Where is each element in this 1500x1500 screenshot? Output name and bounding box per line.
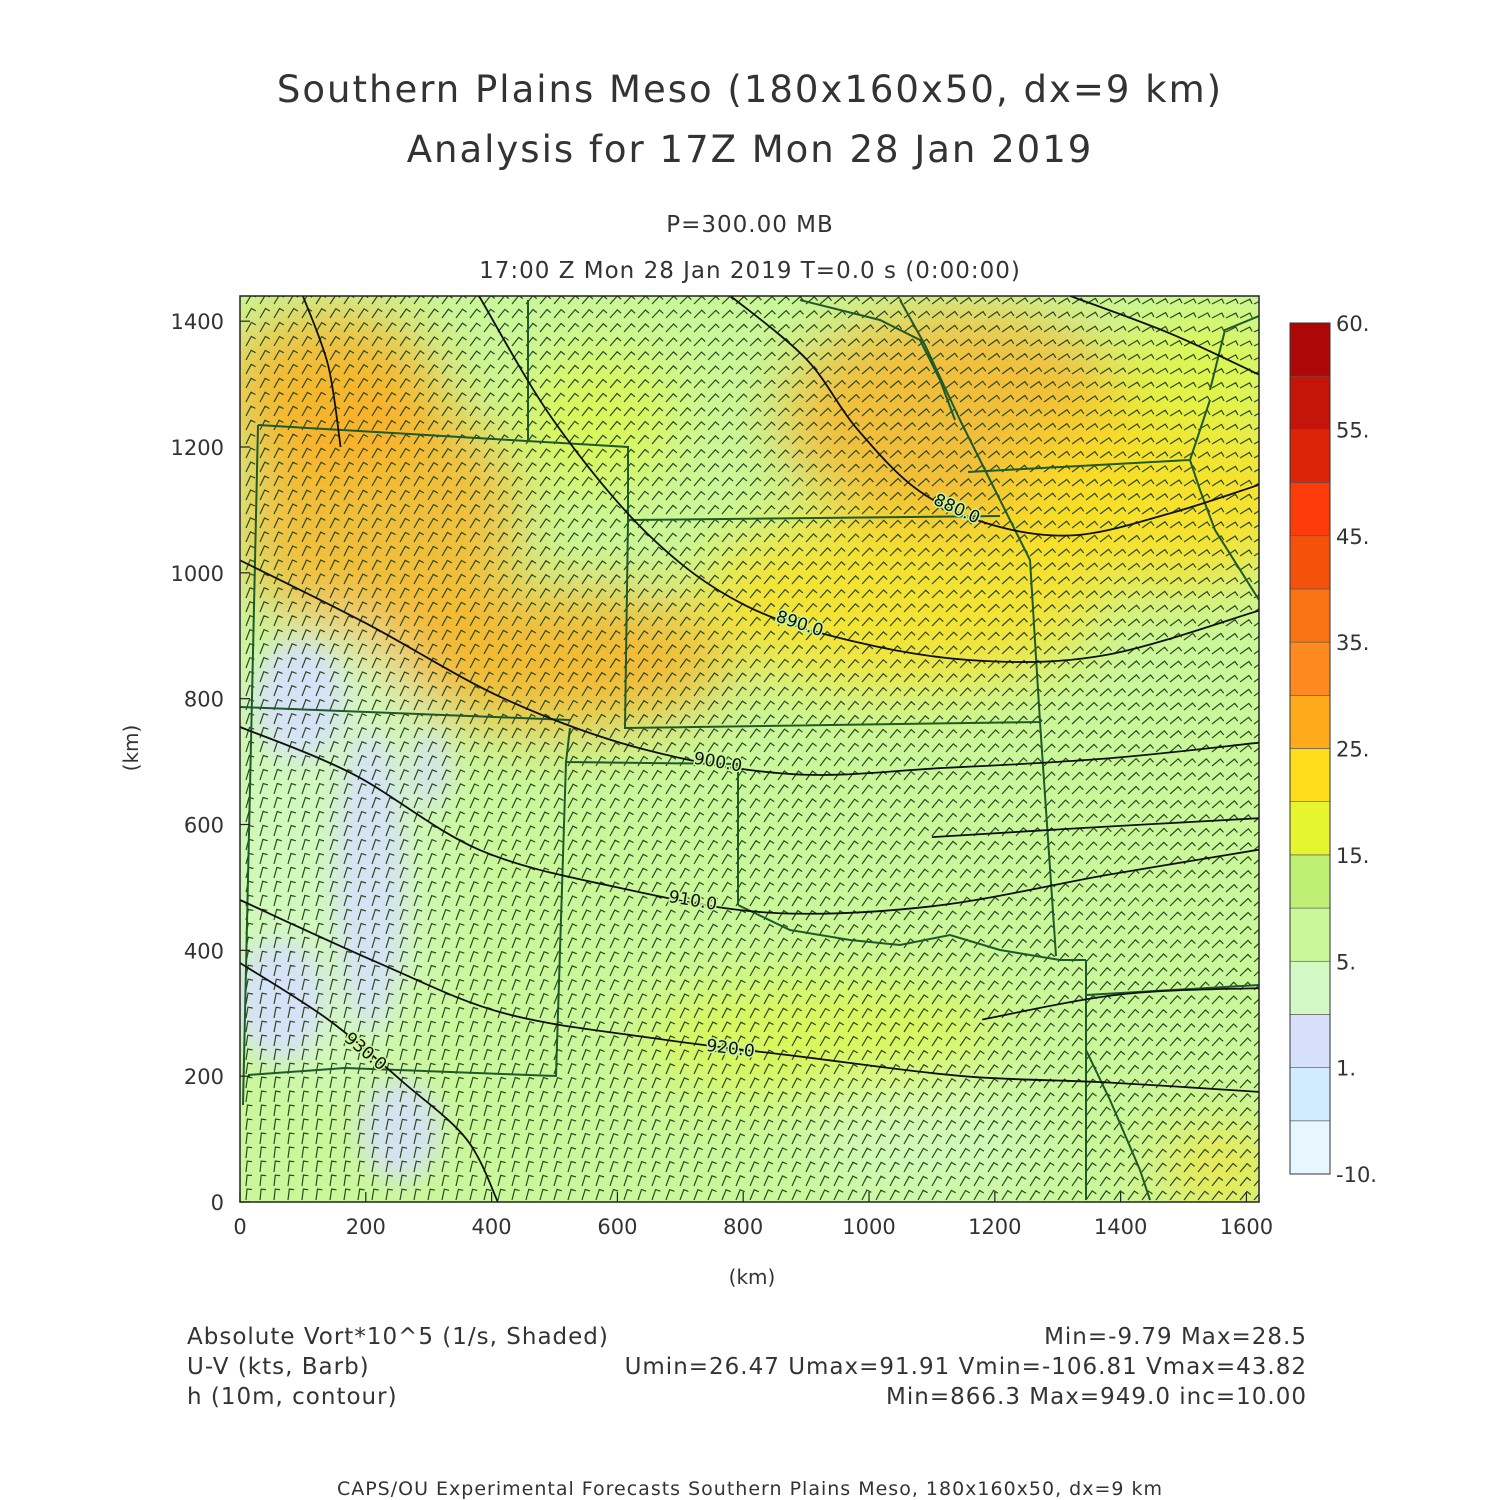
field1-stats: Min=-9.79 Max=28.5 (1044, 1324, 1307, 1350)
y-tick-label: 200 (184, 1065, 224, 1089)
y-tick-label: 1200 (171, 436, 224, 460)
colorbar-cell (1289, 1014, 1331, 1068)
x-axis: 0 200 400 600 800 1000 1200 1400 1600 (233, 1192, 1273, 1239)
pressure-level: P=300.00 MB (666, 212, 834, 238)
x-tick-label: 1600 (1220, 1215, 1273, 1239)
y-tick-label: 1000 (171, 562, 224, 586)
colorbar-cell (1289, 1067, 1331, 1122)
y-tick-label: 400 (184, 939, 224, 963)
colorbar-label: 60. (1336, 312, 1369, 336)
height-contour-line (931, 817, 1259, 838)
height-contour-line (240, 726, 1259, 915)
colorbar-cell (1289, 429, 1331, 483)
colorbar-cell (1289, 375, 1331, 430)
colorbar-cell (1289, 907, 1331, 962)
colorbar-cell (1289, 588, 1331, 643)
x-tick-label: 1200 (968, 1215, 1021, 1239)
y-tick-label: 800 (184, 688, 224, 712)
colorbar: -10. 1. 5. 15. 25. 35. 45. 55. 60. (1289, 312, 1377, 1187)
x-tick-label: 0 (233, 1215, 246, 1239)
x-axis-label: (km) (729, 1265, 776, 1289)
contour-label: 910.0 (667, 887, 718, 915)
field3-stats: Min=866.3 Max=949.0 inc=10.00 (886, 1384, 1307, 1410)
y-axis: 0 200 400 600 800 1000 1200 1400 (171, 310, 250, 1215)
chart-title-line2: Analysis for 17Z Mon 28 Jan 2019 (406, 128, 1094, 171)
height-contour-line (302, 296, 342, 448)
height-contour-line (240, 559, 1259, 776)
colorbar-cell (1289, 801, 1331, 856)
colorbar-frame (1289, 322, 1331, 1175)
x-tick-label: 1000 (842, 1215, 895, 1239)
x-tick-label: 800 (723, 1215, 763, 1239)
y-axis-label: (km) (119, 725, 143, 772)
colorbar-cell (1289, 482, 1331, 537)
x-tick-label: 600 (597, 1215, 637, 1239)
colorbar-cell (1289, 1120, 1331, 1175)
credit-line: CAPS/OU Experimental Forecasts Southern … (336, 1478, 1164, 1500)
x-tick-label: 200 (346, 1215, 386, 1239)
colorbar-cell (1289, 960, 1331, 1015)
y-tick-label: 1400 (171, 310, 224, 334)
colorbar-label: 35. (1336, 631, 1369, 655)
chart-title-line1: Southern Plains Meso (180x160x50, dx=9 k… (276, 68, 1224, 111)
valid-time: 17:00 Z Mon 28 Jan 2019 T=0.0 s (0:00:00… (479, 258, 1021, 284)
height-contour-line (730, 296, 1259, 537)
height-contour-line (240, 899, 1259, 1093)
plot-frame (239, 295, 1260, 1203)
x-tick-label: 400 (472, 1215, 512, 1239)
height-contours (240, 296, 1259, 1202)
field2-name: U-V (kts, Barb) (187, 1354, 370, 1380)
y-tick-label: 600 (184, 814, 224, 838)
colorbar-cell (1289, 535, 1331, 590)
colorbar-cell (1289, 748, 1331, 802)
wind-barb-field (245, 296, 1259, 1201)
height-contour-line (478, 296, 1259, 663)
colorbar-label: 1. (1336, 1057, 1356, 1081)
colorbar-label: 25. (1336, 738, 1369, 762)
x-tick-label: 1400 (1094, 1215, 1147, 1239)
colorbar-label: 55. (1336, 418, 1369, 442)
height-contour-line (240, 962, 499, 1202)
field3-name: h (10m, contour) (187, 1384, 398, 1410)
colorbar-label: 45. (1336, 525, 1369, 549)
colorbar-cell (1289, 695, 1331, 749)
field1-name: Absolute Vort*10^5 (1/s, Shaded) (187, 1324, 609, 1350)
height-contour-line (982, 987, 1259, 1021)
colorbar-cell (1289, 322, 1331, 377)
colorbar-cell (1289, 854, 1331, 909)
colorbar-cell (1289, 641, 1331, 696)
y-tick-label: 0 (211, 1191, 224, 1215)
height-contour-line (1069, 296, 1259, 376)
colorbar-label: 15. (1336, 844, 1369, 868)
wind-barbs (245, 296, 1259, 1201)
field2-stats: Umin=26.47 Umax=91.91 Vmin=-106.81 Vmax=… (624, 1354, 1307, 1380)
colorbar-label: -10. (1336, 1163, 1377, 1187)
colorbar-label: 5. (1336, 950, 1356, 974)
